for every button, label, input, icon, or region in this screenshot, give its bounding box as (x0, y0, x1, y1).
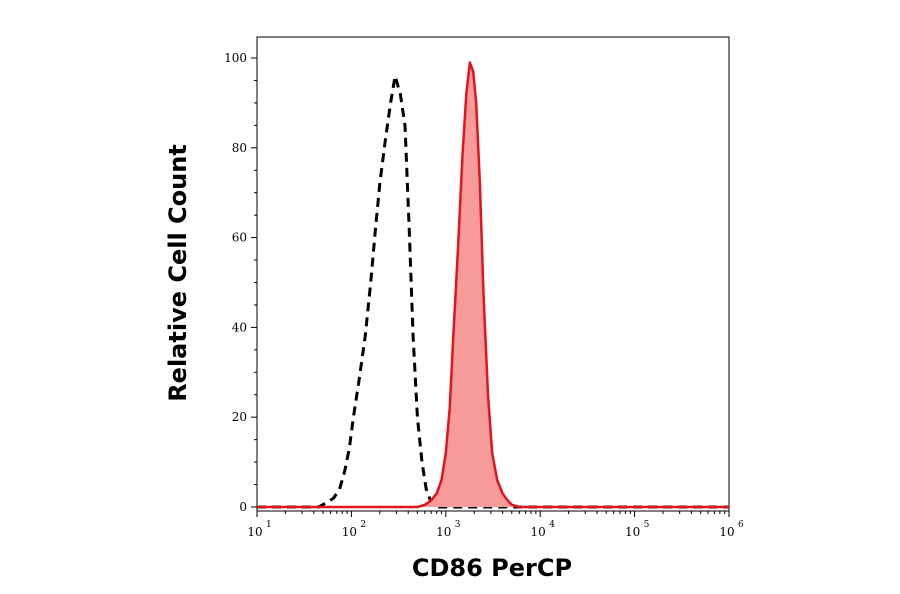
x-axis: 10 1 10 2 10 3 10 4 10 5 10 6 (247, 511, 744, 539)
y-tick-label: 20 (232, 410, 247, 424)
x-tick-exponent: 6 (738, 520, 744, 530)
y-axis-title: Relative Cell Count (164, 144, 192, 402)
series-line-0 (257, 74, 729, 509)
y-tick-label: 80 (232, 141, 247, 155)
y-tick-label: 40 (232, 320, 247, 334)
x-tick-exponent: 5 (644, 520, 650, 530)
x-tick-exponent: 2 (360, 520, 366, 530)
y-tick-label: 0 (239, 500, 247, 514)
series-line-1 (257, 61, 729, 509)
x-tick-label: 10 (625, 525, 640, 539)
x-tick-label: 10 (531, 525, 546, 539)
series-fill-1 (257, 62, 729, 507)
y-axis: 0 20 40 60 80 100 (224, 51, 257, 514)
x-tick-label: 10 (342, 525, 357, 539)
x-axis-title: CD86 PerCP (412, 554, 572, 582)
x-tick-exponent: 3 (455, 520, 461, 530)
plot-frame (256, 36, 730, 512)
x-tick-exponent: 4 (549, 520, 555, 530)
x-tick-exponent: 1 (266, 520, 272, 530)
x-tick-label: 10 (436, 525, 451, 539)
x-tick-label: 10 (247, 525, 262, 539)
series-layer (257, 61, 729, 509)
y-tick-label: 100 (224, 51, 247, 65)
y-tick-label: 60 (232, 231, 247, 245)
x-tick-label: 10 (719, 525, 734, 539)
